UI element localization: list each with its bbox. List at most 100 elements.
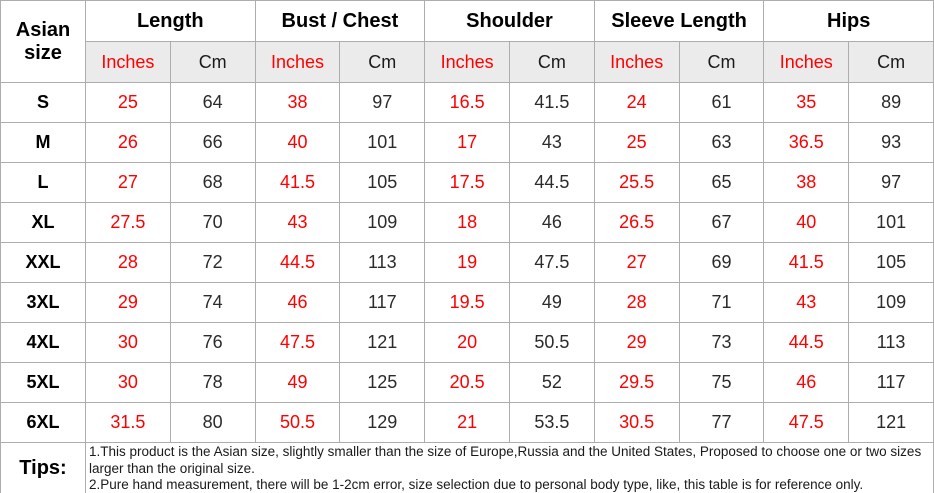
size-cell: 5XL [0, 362, 86, 403]
value-cell-cm: 113 [848, 322, 934, 363]
value-cell-cm: 121 [848, 402, 934, 443]
value-cell-cm: 52 [508, 362, 595, 403]
size-cell: L [0, 162, 86, 203]
value-cell-cm: 105 [339, 162, 426, 203]
value-cell-inches: 41.5 [763, 242, 850, 283]
value-cell-cm: 89 [848, 82, 934, 123]
value-cell-inches: 21 [424, 402, 510, 443]
value-cell-cm: 105 [848, 242, 934, 283]
value-cell-cm: 75 [678, 362, 765, 403]
table-row: 3XL 29 74 46 117 19.5 49 28 71 43 109 [0, 282, 934, 323]
unit-header-cm: Cm [169, 41, 256, 83]
unit-header-inches: Inches [593, 41, 680, 83]
value-cell-cm: 50.5 [508, 322, 595, 363]
value-cell-inches: 29 [593, 322, 680, 363]
group-header: Shoulder [424, 0, 595, 42]
value-cell-cm: 44.5 [508, 162, 595, 203]
size-cell: XXL [0, 242, 86, 283]
value-cell-inches: 47.5 [254, 322, 341, 363]
value-cell-cm: 109 [848, 282, 934, 323]
value-cell-inches: 27 [593, 242, 680, 283]
value-cell-inches: 30 [85, 362, 171, 403]
value-cell-cm: 121 [339, 322, 426, 363]
value-cell-cm: 68 [169, 162, 256, 203]
value-cell-cm: 61 [678, 82, 765, 123]
value-cell-cm: 49 [508, 282, 595, 323]
value-cell-inches: 46 [763, 362, 850, 403]
value-cell-inches: 26 [85, 122, 171, 163]
value-cell-cm: 70 [169, 202, 256, 243]
value-cell-cm: 67 [678, 202, 765, 243]
group-header: Length [85, 0, 256, 42]
group-header-row: Asian size Length Bust / Chest Shoulder Sle… [0, 0, 934, 83]
value-cell-cm: 101 [848, 202, 934, 243]
value-cell-inches: 26.5 [593, 202, 680, 243]
value-cell-cm: 97 [339, 82, 426, 123]
table-row: 5XL 30 78 49 125 20.5 52 29.5 75 46 117 [0, 362, 934, 403]
value-cell-cm: 65 [678, 162, 765, 203]
value-cell-cm: 129 [339, 402, 426, 443]
value-cell-cm: 93 [848, 122, 934, 163]
value-cell-inches: 49 [254, 362, 341, 403]
unit-header-inches: Inches [424, 41, 510, 83]
value-cell-cm: 78 [169, 362, 256, 403]
value-cell-cm: 66 [169, 122, 256, 163]
value-cell-cm: 63 [678, 122, 765, 163]
size-cell: S [0, 82, 86, 123]
value-cell-cm: 46 [508, 202, 595, 243]
value-cell-inches: 27.5 [85, 202, 171, 243]
table-row: L 27 68 41.5 105 17.5 44.5 25.5 65 38 97 [0, 162, 934, 203]
value-cell-inches: 20.5 [424, 362, 510, 403]
unit-header-cm: Cm [339, 41, 426, 83]
unit-header-inches: Inches [763, 41, 850, 83]
value-cell-cm: 101 [339, 122, 426, 163]
size-cell: XL [0, 202, 86, 243]
value-cell-inches: 20 [424, 322, 510, 363]
table-row: S 25 64 38 97 16.5 41.5 24 61 35 89 [0, 82, 934, 123]
value-cell-cm: 117 [848, 362, 934, 403]
table-row: XL 27.5 70 43 109 18 46 26.5 67 40 101 [0, 202, 934, 243]
value-cell-inches: 29.5 [593, 362, 680, 403]
value-cell-cm: 69 [678, 242, 765, 283]
value-cell-inches: 24 [593, 82, 680, 123]
value-cell-inches: 28 [85, 242, 171, 283]
tips-text: 1.This product is the Asian size, slight… [85, 442, 934, 493]
value-cell-inches: 36.5 [763, 122, 850, 163]
size-cell: 3XL [0, 282, 86, 323]
value-cell-inches: 46 [254, 282, 341, 323]
value-cell-inches: 47.5 [763, 402, 850, 443]
value-cell-inches: 38 [254, 82, 341, 123]
value-cell-cm: 74 [169, 282, 256, 323]
unit-header-cm: Cm [848, 41, 934, 83]
value-cell-inches: 28 [593, 282, 680, 323]
value-cell-inches: 38 [763, 162, 850, 203]
value-cell-inches: 17.5 [424, 162, 510, 203]
value-cell-cm: 43 [508, 122, 595, 163]
value-cell-inches: 25 [593, 122, 680, 163]
unit-header-cm: Cm [678, 41, 765, 83]
value-cell-cm: 76 [169, 322, 256, 363]
value-cell-cm: 125 [339, 362, 426, 403]
tips-line-1: 1.This product is the Asian size, slight… [89, 444, 922, 476]
value-cell-inches: 19 [424, 242, 510, 283]
size-cell: 4XL [0, 322, 86, 363]
value-cell-inches: 30 [85, 322, 171, 363]
size-cell: 6XL [0, 402, 86, 443]
value-cell-inches: 25.5 [593, 162, 680, 203]
unit-header-inches: Inches [254, 41, 341, 83]
size-chart-body: S 25 64 38 97 16.5 41.5 24 61 35 89 M 26 66 40 101 17 43 2… [0, 82, 934, 443]
value-cell-cm: 71 [678, 282, 765, 323]
value-cell-inches: 29 [85, 282, 171, 323]
corner-header: Asian size [0, 0, 86, 83]
value-cell-cm: 113 [339, 242, 426, 283]
value-cell-inches: 44.5 [763, 322, 850, 363]
value-cell-inches: 44.5 [254, 242, 341, 283]
value-cell-inches: 16.5 [424, 82, 510, 123]
table-row: XXL 28 72 44.5 113 19 47.5 27 69 41.5 105 [0, 242, 934, 283]
value-cell-cm: 80 [169, 402, 256, 443]
unit-header-row: Inches Cm Inches Cm Inches Cm Inches Cm Inches Cm [1, 41, 934, 83]
table-row: 6XL 31.5 80 50.5 129 21 53.5 30.5 77 47.5 121 [0, 402, 934, 443]
value-cell-inches: 17 [424, 122, 510, 163]
